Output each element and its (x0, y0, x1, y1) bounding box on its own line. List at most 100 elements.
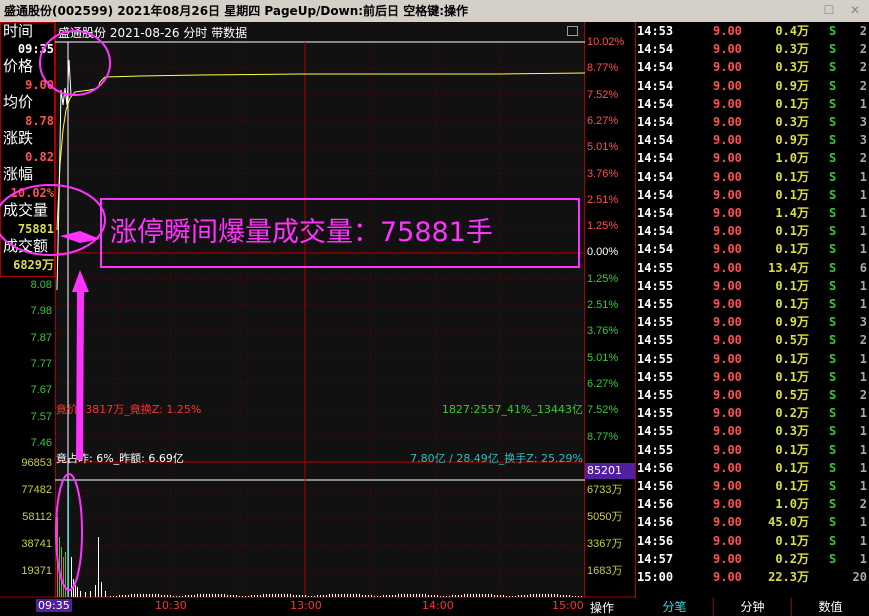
tick-count: 1 (859, 551, 867, 566)
tick-volume: 0.1万 (775, 187, 809, 202)
price-axis-left-label: 7.77 (30, 357, 52, 370)
tick-time: 14:55 (637, 333, 674, 348)
tick-time: 14:54 (637, 187, 674, 202)
volume-bar (230, 595, 231, 597)
tick-price: 9.00 (713, 406, 742, 421)
tick-row: 14:54 9.00 0.1万 S 1 (637, 186, 869, 204)
volume-bar (356, 594, 357, 597)
tick-row: 14:55 9.00 0.3万 S 1 (637, 422, 869, 440)
price-axis-right-label: 2.51% (587, 193, 619, 206)
price-axis-right-label: 8.77% (587, 62, 619, 75)
tab-fenzhong[interactable]: 分钟 (714, 598, 792, 616)
volume-bar (308, 596, 309, 597)
change-label: 涨跌 (3, 129, 34, 147)
toggle-panel-icon[interactable] (567, 26, 578, 36)
volume-bar (500, 595, 501, 597)
volume-bar (353, 594, 354, 597)
volume-bar (134, 594, 135, 597)
tick-direction: S (829, 224, 837, 239)
tick-time: 14:54 (637, 115, 674, 129)
price-axis-right-label: 6.27% (587, 114, 619, 127)
volume-bar (239, 596, 240, 597)
tick-volume: 0.1万 (775, 169, 809, 184)
amount-label: 成交额 (3, 237, 49, 255)
tick-volume: 0.1万 (775, 460, 809, 475)
volume-bar (470, 594, 471, 597)
tick-volume: 0.4万 (775, 24, 809, 38)
tick-row: 14:55 9.00 0.5万 S 2 (637, 331, 869, 349)
close-icon[interactable]: ✕ (849, 3, 861, 17)
volume-bar (506, 596, 507, 597)
volume-bar (344, 594, 345, 597)
time-axis-label: 09:35 (36, 599, 72, 612)
volume-bar (269, 594, 270, 597)
tick-count: 2 (859, 497, 867, 512)
volume-bar (350, 594, 351, 597)
tick-direction: S (829, 187, 837, 202)
volume-bar (164, 595, 165, 597)
volume-bar (266, 594, 267, 597)
tick-count: 3 (859, 315, 867, 330)
volume-bar (137, 594, 138, 597)
tick-price: 9.00 (713, 424, 742, 439)
tick-row: 14:55 9.00 0.1万 S 1 (637, 368, 869, 386)
tick-price: 9.00 (713, 60, 742, 75)
volume-bar (530, 594, 531, 597)
tick-count: 1 (859, 242, 867, 257)
volume-bar (548, 594, 549, 597)
tick-row: 14:56 9.00 45.0万 S 1 (637, 513, 869, 531)
tick-count: 2 (859, 24, 867, 38)
volume-bar (122, 595, 123, 597)
tick-time: 14:55 (637, 315, 674, 330)
tick-price: 9.00 (713, 133, 742, 148)
tick-time: 14:55 (637, 442, 674, 457)
volume-bar (272, 594, 273, 597)
tick-volume: 0.3万 (775, 424, 809, 439)
tab-shuzhi[interactable]: 数值 (792, 598, 869, 616)
tick-price: 9.00 (713, 115, 742, 129)
tick-volume: 0.1万 (775, 242, 809, 257)
price-axis-right-label: 7.52% (587, 88, 619, 101)
volume-bar (260, 595, 261, 597)
volume-bar (377, 596, 378, 597)
tick-time: 14:54 (637, 224, 674, 239)
volume-bar (63, 557, 64, 597)
tick-time: 14:54 (637, 42, 674, 57)
tick-direction: S (829, 60, 837, 75)
volume-bar (146, 594, 147, 597)
volume-bar (140, 594, 141, 597)
tick-time: 14:56 (637, 460, 674, 475)
tick-direction: S (829, 351, 837, 366)
tick-count: 1 (859, 479, 867, 493)
volume-axis-left-label: 96853 (21, 457, 52, 469)
tick-direction: S (829, 242, 837, 257)
tab-fenbi[interactable]: 分笔 (636, 598, 714, 616)
restore-icon[interactable]: ☐ (823, 3, 835, 17)
tick-time: 14:56 (637, 515, 674, 530)
tick-volume: 0.1万 (775, 479, 809, 493)
tick-row: 14:56 9.00 1.0万 S 2 (637, 495, 869, 513)
tick-time: 14:56 (637, 533, 674, 548)
tick-price: 9.00 (713, 442, 742, 457)
volume-bar (440, 596, 441, 597)
volume-bar (389, 595, 390, 597)
volume-bar (200, 594, 201, 597)
volume-bar (77, 587, 78, 597)
tick-volume: 0.1万 (775, 533, 809, 548)
action-button[interactable]: 操作 (590, 601, 615, 615)
tick-count: 1 (859, 206, 867, 220)
volume-bar (173, 596, 174, 597)
tick-direction: S (829, 260, 837, 275)
tick-row: 14:55 9.00 0.2万 S 1 (637, 404, 869, 422)
volume-axis-right-label: 1683万 (587, 565, 623, 577)
time-value: 09:35 (17, 42, 54, 56)
price-axis-left-label: 7.46 (30, 436, 52, 449)
volume-bar (206, 594, 207, 597)
volume-bar (338, 594, 339, 597)
tick-list[interactable] (635, 22, 869, 598)
tick-price: 9.00 (713, 42, 742, 57)
tick-volume: 22.3万 (768, 570, 809, 584)
tick-price: 9.00 (713, 151, 742, 166)
volume-bar (545, 594, 546, 597)
volume-bar (416, 594, 417, 597)
